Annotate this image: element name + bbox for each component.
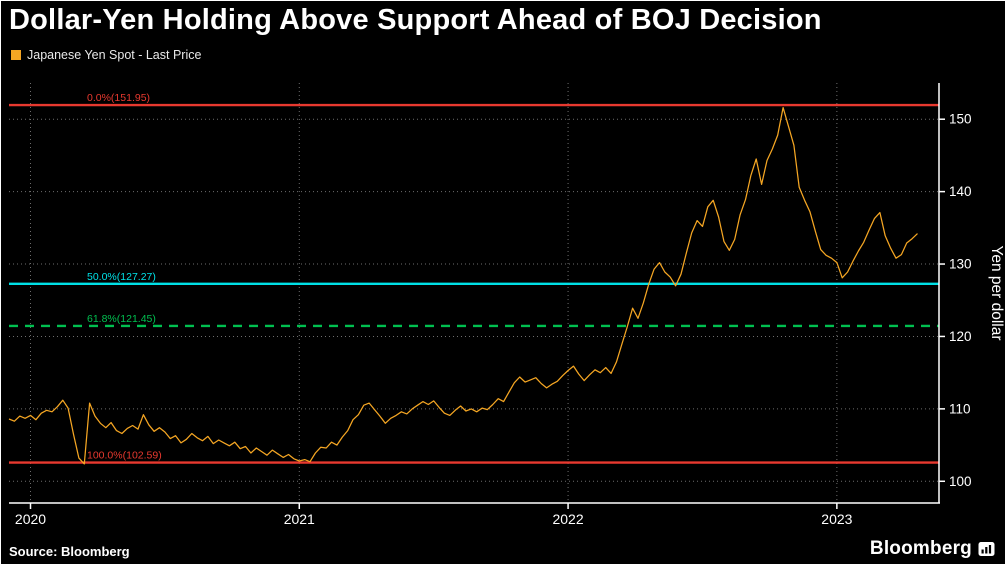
source-note: Source: Bloomberg — [9, 544, 130, 559]
legend-label: Japanese Yen Spot - Last Price — [27, 48, 202, 62]
fib-label: 100.0%(102.59) — [87, 450, 162, 462]
bloomberg-wordmark: Bloomberg — [869, 538, 972, 559]
fib-label: 61.8%(121.45) — [87, 313, 156, 325]
y-tick-label: 120 — [949, 329, 972, 344]
fib-label: 0.0%(151.95) — [87, 92, 150, 104]
bloomberg-brand: Bloomberg — [870, 538, 995, 560]
price-line — [8, 106, 918, 465]
bloomberg-terminal-icon — [978, 542, 995, 556]
x-tick-label: 2022 — [552, 511, 583, 527]
legend-marker-icon — [11, 50, 21, 60]
y-tick-label: 100 — [949, 474, 972, 489]
x-tick-label: 2023 — [821, 511, 852, 527]
legend: Japanese Yen Spot - Last Price — [11, 48, 201, 62]
y-tick-label: 110 — [949, 401, 971, 416]
x-tick-label: 2021 — [284, 511, 315, 527]
chart-title: Dollar-Yen Holding Above Support Ahead o… — [9, 4, 822, 36]
y-axis-title: Yen per dollar — [988, 245, 1005, 340]
price-chart: 0.0%(151.95) 50.0%(127.27) 61.8%(121.45) 10… — [8, 83, 1005, 527]
y-tick-label: 150 — [949, 112, 972, 127]
y-tick-label: 130 — [949, 257, 972, 272]
fib-label: 50.0%(127.27) — [87, 271, 156, 283]
y-tick-label: 140 — [949, 184, 972, 199]
x-tick-label: 2020 — [15, 511, 46, 527]
